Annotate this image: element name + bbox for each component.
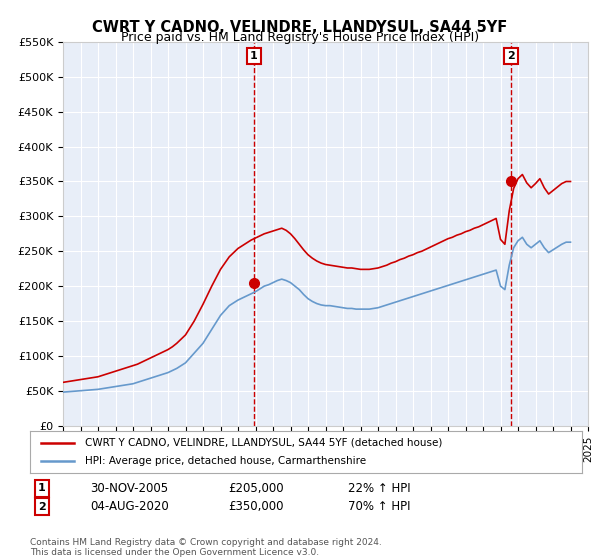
Text: CWRT Y CADNO, VELINDRE, LLANDYSUL, SA44 5YF: CWRT Y CADNO, VELINDRE, LLANDYSUL, SA44 … xyxy=(92,20,508,35)
Text: 30-NOV-2005: 30-NOV-2005 xyxy=(90,482,168,495)
Text: CWRT Y CADNO, VELINDRE, LLANDYSUL, SA44 5YF (detached house): CWRT Y CADNO, VELINDRE, LLANDYSUL, SA44 … xyxy=(85,438,443,448)
Text: Price paid vs. HM Land Registry's House Price Index (HPI): Price paid vs. HM Land Registry's House … xyxy=(121,31,479,44)
Text: HPI: Average price, detached house, Carmarthenshire: HPI: Average price, detached house, Carm… xyxy=(85,456,367,466)
Text: £205,000: £205,000 xyxy=(228,482,284,495)
Text: 04-AUG-2020: 04-AUG-2020 xyxy=(90,500,169,514)
Text: 1: 1 xyxy=(38,483,46,493)
Text: 22% ↑ HPI: 22% ↑ HPI xyxy=(348,482,410,495)
Text: £350,000: £350,000 xyxy=(228,500,284,514)
Text: 2: 2 xyxy=(38,502,46,512)
Text: 70% ↑ HPI: 70% ↑ HPI xyxy=(348,500,410,514)
Text: 2: 2 xyxy=(507,51,515,61)
Text: Contains HM Land Registry data © Crown copyright and database right 2024.
This d: Contains HM Land Registry data © Crown c… xyxy=(30,538,382,557)
Text: 1: 1 xyxy=(250,51,257,61)
